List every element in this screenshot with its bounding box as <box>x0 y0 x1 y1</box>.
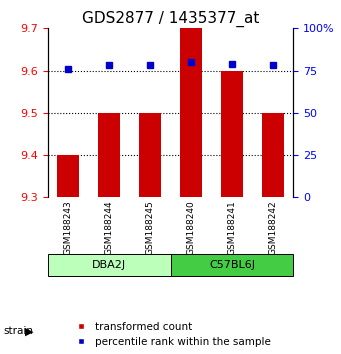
Bar <box>262 113 284 197</box>
Text: DBA2J: DBA2J <box>92 260 126 270</box>
Text: GSM188240: GSM188240 <box>187 200 195 255</box>
FancyBboxPatch shape <box>170 253 293 276</box>
Legend: transformed count, percentile rank within the sample: transformed count, percentile rank withi… <box>69 319 272 349</box>
FancyBboxPatch shape <box>48 253 170 276</box>
Text: GSM188241: GSM188241 <box>227 200 236 255</box>
Bar <box>57 155 79 197</box>
Text: GSM188242: GSM188242 <box>268 200 277 255</box>
Text: GSM188244: GSM188244 <box>105 200 114 255</box>
Text: GSM188243: GSM188243 <box>64 200 73 255</box>
Text: ▶: ▶ <box>25 327 33 337</box>
Bar <box>180 28 202 197</box>
Text: C57BL6J: C57BL6J <box>209 260 255 270</box>
Bar <box>98 113 120 197</box>
Text: strain: strain <box>3 326 33 336</box>
Bar <box>139 113 161 197</box>
Text: GSM188245: GSM188245 <box>146 200 154 255</box>
Title: GDS2877 / 1435377_at: GDS2877 / 1435377_at <box>82 11 259 27</box>
Bar <box>221 70 243 197</box>
